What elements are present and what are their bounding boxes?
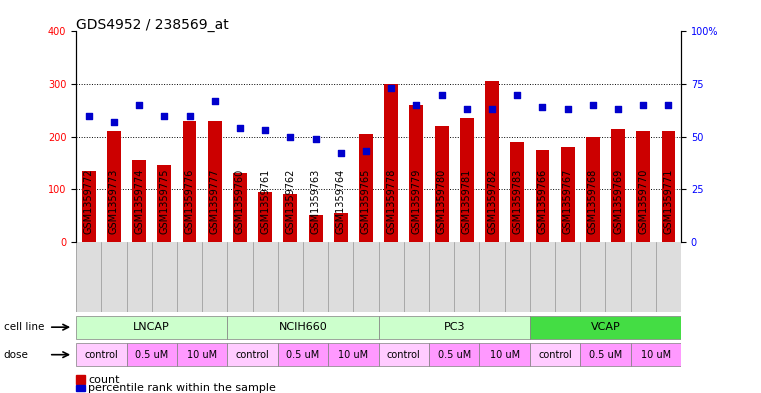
Text: 0.5 uM: 0.5 uM bbox=[438, 350, 471, 360]
Bar bbox=[586, 136, 600, 242]
Point bbox=[234, 125, 246, 131]
Bar bbox=[409, 105, 423, 242]
Text: percentile rank within the sample: percentile rank within the sample bbox=[88, 383, 276, 393]
Point bbox=[158, 112, 170, 119]
Bar bbox=[580, 343, 631, 366]
Text: NCIH660: NCIH660 bbox=[279, 322, 327, 332]
Text: 10 uM: 10 uM bbox=[339, 350, 368, 360]
Text: PC3: PC3 bbox=[444, 322, 465, 332]
Bar bbox=[76, 343, 126, 366]
Point bbox=[486, 106, 498, 112]
Bar bbox=[636, 131, 650, 242]
Point bbox=[108, 119, 120, 125]
Point bbox=[259, 127, 271, 133]
Text: control: control bbox=[236, 350, 269, 360]
Point bbox=[183, 112, 196, 119]
Point bbox=[133, 102, 145, 108]
Text: LNCAP: LNCAP bbox=[133, 322, 170, 332]
Text: 10 uM: 10 uM bbox=[641, 350, 671, 360]
Point bbox=[83, 112, 95, 119]
Point bbox=[587, 102, 599, 108]
Point bbox=[511, 91, 524, 97]
Point bbox=[662, 102, 674, 108]
Bar bbox=[278, 343, 328, 366]
Bar bbox=[126, 343, 177, 366]
Text: control: control bbox=[387, 350, 421, 360]
Bar bbox=[384, 84, 398, 242]
Bar bbox=[479, 343, 530, 366]
Bar bbox=[359, 134, 373, 242]
Bar bbox=[258, 192, 272, 242]
Point bbox=[310, 136, 322, 142]
Text: VCAP: VCAP bbox=[591, 322, 620, 332]
Bar bbox=[511, 142, 524, 242]
Point bbox=[385, 85, 397, 91]
Bar bbox=[309, 215, 323, 242]
Point bbox=[460, 106, 473, 112]
Bar bbox=[429, 343, 479, 366]
Bar bbox=[530, 343, 580, 366]
Point bbox=[537, 104, 549, 110]
Bar bbox=[228, 343, 278, 366]
Text: 10 uM: 10 uM bbox=[187, 350, 217, 360]
Bar bbox=[661, 131, 676, 242]
Bar bbox=[631, 343, 681, 366]
Point bbox=[612, 106, 624, 112]
Text: 0.5 uM: 0.5 uM bbox=[589, 350, 622, 360]
Bar bbox=[536, 150, 549, 242]
Text: 10 uM: 10 uM bbox=[489, 350, 520, 360]
Bar bbox=[328, 343, 378, 366]
Bar bbox=[561, 147, 575, 242]
Text: 0.5 uM: 0.5 uM bbox=[286, 350, 320, 360]
Bar bbox=[177, 343, 228, 366]
Bar bbox=[208, 121, 221, 242]
Bar bbox=[233, 173, 247, 242]
Bar bbox=[611, 129, 625, 242]
Bar bbox=[228, 316, 378, 339]
Bar bbox=[283, 195, 298, 242]
Text: cell line: cell line bbox=[4, 322, 44, 332]
Bar bbox=[334, 213, 348, 242]
Text: dose: dose bbox=[4, 350, 29, 360]
Text: count: count bbox=[88, 375, 119, 385]
Bar bbox=[107, 131, 121, 242]
Text: GDS4952 / 238569_at: GDS4952 / 238569_at bbox=[76, 18, 229, 32]
Text: 0.5 uM: 0.5 uM bbox=[135, 350, 168, 360]
Text: control: control bbox=[84, 350, 118, 360]
Point bbox=[435, 91, 447, 97]
Point bbox=[360, 148, 372, 154]
Point bbox=[637, 102, 649, 108]
Bar bbox=[183, 121, 196, 242]
Bar bbox=[485, 81, 499, 242]
Bar bbox=[76, 316, 228, 339]
Bar bbox=[379, 316, 530, 339]
Bar bbox=[379, 343, 429, 366]
Point bbox=[410, 102, 422, 108]
Text: control: control bbox=[538, 350, 572, 360]
Point bbox=[335, 150, 347, 156]
Bar bbox=[460, 118, 474, 242]
Point bbox=[285, 133, 297, 140]
Bar bbox=[435, 126, 448, 242]
Point bbox=[209, 98, 221, 104]
Bar bbox=[158, 165, 171, 242]
Bar bbox=[132, 160, 146, 242]
Point bbox=[562, 106, 574, 112]
Bar bbox=[81, 171, 96, 242]
Bar bbox=[530, 316, 681, 339]
